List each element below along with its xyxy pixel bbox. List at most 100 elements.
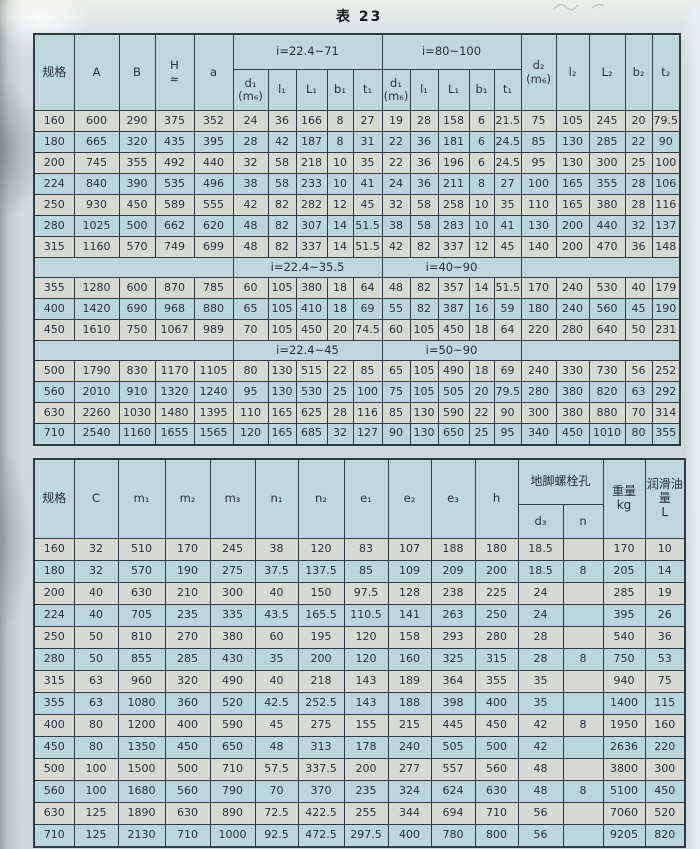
table-cell: 28	[624, 194, 653, 216]
table-cell: 355	[474, 670, 519, 693]
table-cell: 21.5	[493, 110, 522, 132]
table-cell: 1080	[117, 692, 166, 715]
table-cell: 360	[164, 692, 211, 715]
table-cell: 855	[117, 648, 166, 671]
table-cell: 200	[555, 215, 590, 237]
table-cell: 40	[254, 670, 299, 693]
table-cell: 1200	[117, 714, 166, 737]
table-cell: 28	[232, 131, 269, 153]
table-cell: 600	[73, 110, 120, 132]
col-header-m3: m₃	[209, 458, 256, 539]
table-cell: 179	[651, 277, 681, 299]
table-cell: 90	[651, 131, 681, 153]
spec-cell: 200	[33, 582, 75, 605]
table-row: 500 1790 830 1170 1105 80 130 515 22 85 65 105 490 18…	[33, 360, 681, 382]
table-cell: 170	[602, 538, 646, 561]
table-cell: 110.5	[343, 604, 389, 627]
table-cell: 50	[73, 648, 119, 671]
table-cell: 128	[387, 582, 432, 605]
table-cell: 25	[326, 381, 354, 403]
table-cell: 14	[326, 236, 354, 258]
table-cell: 72.5	[254, 802, 299, 825]
table-cell: 40	[254, 582, 299, 605]
table-cell: 165	[267, 423, 297, 445]
table-cell: 19	[644, 582, 686, 605]
table-cell: 32	[326, 423, 354, 445]
table-cell: 238	[430, 582, 476, 605]
table-cell: 155	[343, 714, 389, 737]
table-cell	[562, 670, 604, 693]
table-cell: 930	[73, 194, 120, 216]
table-cell: 940	[602, 670, 646, 693]
table-cell: 422.5	[297, 802, 345, 825]
table-cell: 10	[468, 215, 495, 237]
table-cell: 90	[381, 423, 411, 445]
table-cell: 280	[520, 381, 557, 403]
table-cell: 50	[73, 626, 119, 649]
table-cell: 24	[381, 173, 411, 195]
table-cell: 330	[555, 360, 590, 382]
table-cell: 92.5	[254, 824, 299, 847]
spec-cell: 200	[33, 152, 75, 174]
table-cell: 800	[474, 824, 519, 847]
table-cell: 395	[193, 131, 234, 153]
table-cell: 450	[644, 780, 686, 803]
table-cell: 60	[381, 319, 411, 341]
ratio-band-header-row: i=22.4~35.5 i=40~90	[33, 257, 681, 278]
table-cell: 28	[624, 173, 653, 195]
table-cell: 105	[555, 110, 590, 132]
table-cell: 283	[437, 215, 470, 237]
table-cell: 82	[409, 277, 439, 299]
table-cell: 31	[352, 131, 383, 153]
table-cell: 48	[517, 780, 564, 803]
table-cell: 705	[117, 604, 166, 627]
table-cell: 120	[343, 626, 389, 649]
table-cell: 277	[387, 758, 432, 781]
ratio-band-label-high: i=40~90	[381, 257, 522, 278]
table-cell: 120	[297, 538, 345, 561]
table-cell: 165	[555, 173, 590, 195]
table-cell: 105	[409, 319, 439, 341]
table-cell: 79.5	[493, 381, 522, 403]
table-cell: 70	[254, 780, 299, 803]
table-cell: 989	[193, 319, 234, 341]
col-header-spec: 规格	[33, 458, 75, 539]
table-cell: 35	[517, 670, 564, 693]
table-cell: 355	[588, 173, 626, 195]
table-cell: 75	[644, 670, 686, 693]
table-row: 500 100 1500 500 710 57.5 337.5 200 277 557 560 48 3…	[33, 758, 686, 781]
table-cell: 750	[602, 648, 646, 671]
table-cell: 125	[73, 802, 119, 825]
table-cell: 28	[517, 626, 564, 649]
table-cell: 445	[430, 714, 476, 737]
col-header-b1-high: b₁	[468, 69, 495, 111]
table-cell: 70	[232, 319, 269, 341]
table-cell: 36	[409, 173, 439, 195]
table-cell: 810	[117, 626, 166, 649]
table-cell: 42	[517, 714, 564, 737]
table-cell: 749	[154, 236, 195, 258]
table-cell: 510	[117, 538, 166, 561]
table-cell: 51.5	[493, 277, 522, 299]
table-cell: 14	[644, 560, 686, 583]
table-cell: 1610	[73, 319, 120, 341]
table-cell: 1030	[118, 402, 156, 424]
spec-cell: 450	[33, 736, 75, 759]
table-cell: 450	[295, 319, 328, 341]
spec-cell: 500	[33, 360, 75, 382]
spec-cell: 355	[33, 692, 75, 715]
table-cell: 180	[474, 538, 519, 561]
table-cell: 1400	[602, 692, 646, 715]
ratio-band-label-low: i=22.4~35.5	[232, 257, 383, 278]
spec-cell: 560	[33, 381, 75, 403]
table-cell	[562, 824, 604, 847]
table-cell: 38	[254, 538, 299, 561]
table-cell: 880	[193, 298, 234, 320]
table-cell: 42.5	[254, 692, 299, 715]
table-cell: 60	[254, 626, 299, 649]
table-cell: 200	[297, 648, 345, 671]
table-cell: 650	[437, 423, 470, 445]
table-cell: 515	[295, 360, 328, 382]
table-row: 280 1025 500 662 620 48 82 307 14 51.5 38 58 283 10 41…	[33, 215, 681, 237]
